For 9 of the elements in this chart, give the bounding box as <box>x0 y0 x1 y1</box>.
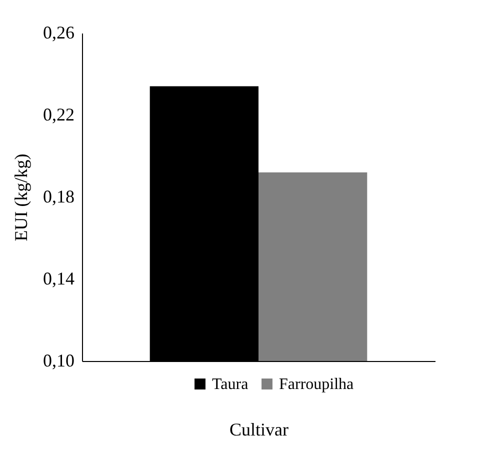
legend-label: Farroupilha <box>279 376 354 393</box>
y-tick-label: 0,26 <box>43 22 74 42</box>
y-tick-label: 0,18 <box>43 186 74 206</box>
y-tick-label: 0,10 <box>43 350 74 370</box>
y-tick-label: 0,22 <box>43 104 74 124</box>
y-axis-title: EUI (kg/kg) <box>11 154 31 242</box>
legend-label: Taura <box>212 376 248 393</box>
y-tick-label: 0,14 <box>43 268 74 288</box>
x-axis-title: Cultivar <box>230 420 288 440</box>
